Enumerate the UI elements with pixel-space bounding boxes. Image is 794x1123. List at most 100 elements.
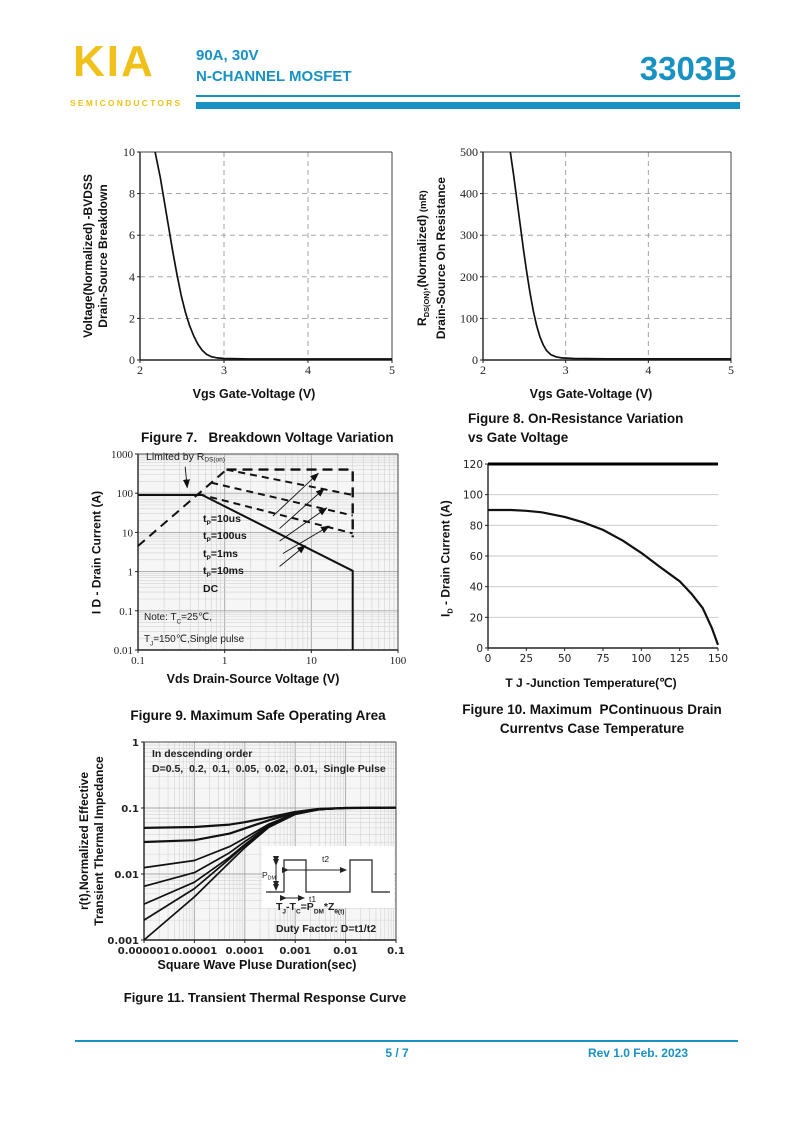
fig9-note: Note: TC=25℃, TJ=150℃,Single pulse <box>144 612 245 648</box>
part-number: 3303B <box>639 50 737 87</box>
logo-subtext: SEMICONDUCTORS <box>70 98 183 108</box>
svg-text:400: 400 <box>460 187 478 201</box>
svg-text:100: 100 <box>117 488 134 500</box>
svg-text:0.001: 0.001 <box>107 936 139 947</box>
svg-text:6: 6 <box>129 228 135 242</box>
svg-text:75: 75 <box>596 653 609 665</box>
t1-label: t1 <box>309 894 317 904</box>
svg-text:80: 80 <box>470 520 483 532</box>
fig11-caption: Figure 11. Transient Thermal Response Cu… <box>123 990 407 1005</box>
pdm-label: PDM <box>262 870 276 882</box>
series-id-vs-tj <box>488 508 720 646</box>
svg-text:125: 125 <box>670 653 690 665</box>
series-tp-1ms <box>210 481 353 517</box>
kia-logo: KIA <box>73 40 155 84</box>
svg-text:100: 100 <box>631 653 651 665</box>
svg-text:0.01: 0.01 <box>114 645 133 657</box>
svg-text:60: 60 <box>470 551 483 563</box>
revision-label: Rev 1.0 Feb. 2023 <box>587 1046 688 1060</box>
svg-text:10: 10 <box>122 527 134 539</box>
svg-text:120: 120 <box>463 459 483 471</box>
fig8-x-axis-label: Vgs Gate-Voltage (V) <box>529 387 653 401</box>
svg-text:1: 1 <box>132 738 139 749</box>
fig11-x-axis-label: Square Wave Pluse Duration(sec) <box>157 958 357 972</box>
fig9-caption: Figure 9. Maximum Safe Operating Area <box>130 708 386 723</box>
duty-factor-formula: Duty Factor: D=t1/t2 <box>276 922 377 935</box>
fig9-x-axis-label: Vds Drain-Source Voltage (V) <box>166 672 340 686</box>
series-bvdss-vs-vgs <box>154 151 392 360</box>
thermal-formula: TJ-TC=PDM*Zθ(t) <box>276 901 345 916</box>
svg-text:150: 150 <box>708 653 728 665</box>
header-device-type: N-CHANNEL MOSFET <box>196 68 352 85</box>
svg-text:2: 2 <box>129 311 135 325</box>
series-rdson-vs-vgs <box>509 151 731 360</box>
svg-text:0: 0 <box>476 643 483 655</box>
svg-text:4: 4 <box>305 363 311 377</box>
svg-text:10: 10 <box>306 655 318 667</box>
svg-text:0.000001: 0.000001 <box>118 946 171 957</box>
svg-text:4: 4 <box>129 270 135 284</box>
fig7-x-axis-label: Vgs Gate-Voltage (V) <box>192 387 316 401</box>
svg-text:0: 0 <box>129 353 135 367</box>
fig9-label-1ms: tP=1ms <box>203 547 238 562</box>
svg-text:4: 4 <box>645 363 651 377</box>
fig9-label-10ms: tP=10ms <box>203 565 244 580</box>
fig7-chart: 2 3 4 5 0 2 4 6 8 10 <box>104 142 404 395</box>
fig9-chart: 0.1 1 10 100 0.01 0.1 1 10 100 1000 <box>98 446 408 683</box>
svg-text:2: 2 <box>137 363 143 377</box>
fig9-rdson-limit-annotation: Limited by RDS(on) <box>146 451 225 464</box>
svg-text:0.1: 0.1 <box>121 804 139 815</box>
fig11-duty-annotation: In descending order D=0.5, 0.2, 0.1, 0.0… <box>152 748 386 775</box>
fig9-label-100us: tP=100us <box>203 530 247 545</box>
svg-text:20: 20 <box>470 612 483 624</box>
fig10-chart: 0 25 50 75 100 125 150 0 20 40 60 80 100 120 <box>444 452 738 679</box>
fig11-y-axis-label: r(t),Normalized Effective Transient Ther… <box>77 756 106 926</box>
header-rating: 90A, 30V <box>196 47 259 64</box>
svg-text:0.00001: 0.00001 <box>172 946 218 957</box>
svg-text:1: 1 <box>222 655 228 667</box>
footer-rule <box>75 1040 738 1042</box>
fig11-waveform-inset: PDM t2 t1 <box>262 846 394 908</box>
header-thin-rule <box>196 95 740 97</box>
series-tp-10ms <box>198 493 353 535</box>
svg-text:1: 1 <box>128 567 134 579</box>
svg-text:0.1: 0.1 <box>131 655 145 667</box>
fig8-chart: 2 3 4 5 0 100 200 300 400 500 <box>441 142 741 395</box>
svg-text:200: 200 <box>460 270 478 284</box>
fig9-pulse-labels: tP=10us tP=100us tP=1ms tP=10ms DC <box>203 513 247 600</box>
header-thick-rule <box>196 102 740 109</box>
fig10-caption: Figure 10. Maximum PContinuous Drain Cur… <box>462 702 722 736</box>
svg-text:100: 100 <box>390 655 407 667</box>
svg-text:0: 0 <box>472 353 478 367</box>
fig10-x-axis-label: T J -Junction Temperature(℃) <box>505 676 677 690</box>
svg-text:0.01: 0.01 <box>114 870 139 881</box>
svg-text:100: 100 <box>463 490 483 502</box>
fig11-formulas: TJ-TC=PDM*Zθ(t) Duty Factor: D=t1/t2 <box>276 899 376 937</box>
svg-text:3: 3 <box>563 363 569 377</box>
svg-text:0: 0 <box>485 653 492 665</box>
series-single-pulse <box>143 806 397 941</box>
logo-text: KIA <box>73 37 155 86</box>
svg-text:500: 500 <box>460 145 478 159</box>
svg-text:2: 2 <box>480 363 486 377</box>
fig8-caption: Figure 8. On-Resistance Variation vs Gat… <box>468 411 684 445</box>
square-wave-diagram <box>266 856 390 901</box>
page-number: 5 / 7 <box>385 1046 409 1060</box>
series-tp-100us <box>226 468 353 496</box>
fig9-label-10us: tP=10us <box>203 513 241 527</box>
svg-text:10: 10 <box>123 145 135 159</box>
fig9-label-dc: DC <box>203 582 219 595</box>
svg-text:0.0001: 0.0001 <box>226 946 265 957</box>
svg-text:50: 50 <box>558 653 571 665</box>
svg-text:0.1: 0.1 <box>119 606 133 618</box>
svg-text:100: 100 <box>460 311 478 325</box>
svg-text:40: 40 <box>470 582 483 594</box>
svg-text:0.1: 0.1 <box>387 946 405 957</box>
svg-text:5: 5 <box>389 363 395 377</box>
svg-text:1000: 1000 <box>111 449 134 461</box>
svg-text:8: 8 <box>129 187 135 201</box>
svg-text:0.001: 0.001 <box>279 946 311 957</box>
svg-text:25: 25 <box>520 653 533 665</box>
series-dc <box>138 494 354 650</box>
